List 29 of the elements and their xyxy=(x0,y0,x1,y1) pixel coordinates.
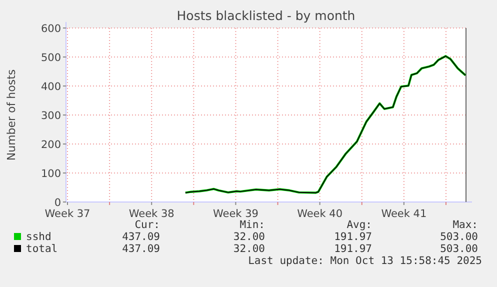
text: Min: xyxy=(240,219,265,231)
text: 32.00 xyxy=(233,243,265,255)
y-tick-label: 500 xyxy=(40,52,61,64)
x-tick-label: Week 39 xyxy=(212,208,258,220)
x-tick-label: Week 41 xyxy=(381,208,427,220)
legend-label: total xyxy=(26,243,58,255)
text: 437.09 xyxy=(122,231,160,243)
legend-label: sshd xyxy=(26,231,52,243)
text: Avg: xyxy=(346,219,372,231)
text: 503.00 xyxy=(440,243,478,255)
text: 503.00 xyxy=(440,231,478,243)
x-tick-label: Week 37 xyxy=(44,208,90,220)
text: 437.09 xyxy=(122,243,160,255)
text: Cur: xyxy=(134,219,160,231)
text: 32.00 xyxy=(233,231,265,243)
x-tick-label: Week 40 xyxy=(297,208,343,220)
y-tick-label: 400 xyxy=(40,81,61,93)
text: Last update: Mon Oct 13 15:58:45 2025 xyxy=(248,255,482,267)
chart-title: Hosts blacklisted - by month xyxy=(176,8,356,23)
x-tick-label: Week 38 xyxy=(128,208,174,220)
y-tick-label: 0 xyxy=(54,197,61,209)
y-tick-label: 300 xyxy=(40,110,61,122)
y-axis-title: Number of hosts xyxy=(5,69,18,161)
y-tick-label: 100 xyxy=(40,168,61,180)
y-tick-label: 600 xyxy=(40,23,61,35)
text: Max: xyxy=(452,219,478,231)
text: 191.97 xyxy=(334,231,372,243)
text: 191.97 xyxy=(334,243,372,255)
y-tick-label: 200 xyxy=(40,139,61,151)
